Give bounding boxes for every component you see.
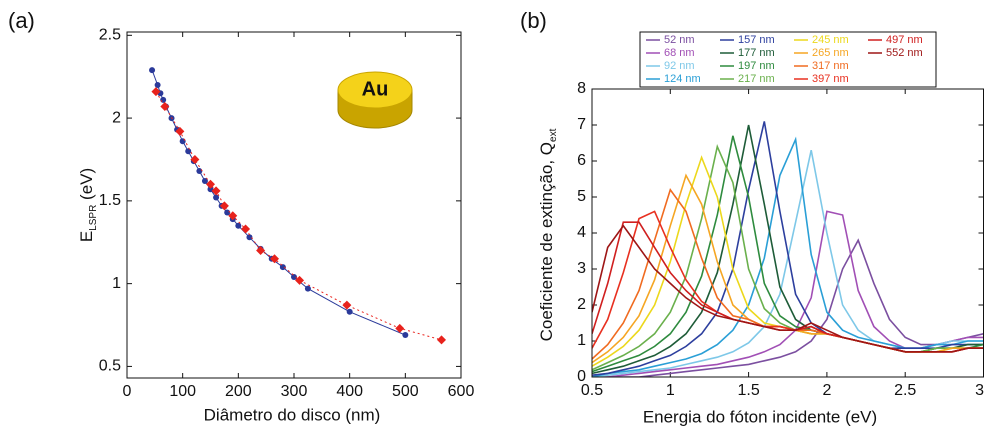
- point: [190, 154, 200, 164]
- legend-label: 157 nm: [738, 34, 775, 46]
- x-tick-label: 400: [336, 383, 363, 400]
- legend-label: 552 nm: [886, 47, 923, 59]
- point: [196, 168, 203, 175]
- y-tick-label: 1: [112, 275, 121, 292]
- point: [228, 211, 238, 221]
- x-tick-label: 200: [225, 383, 252, 400]
- y-tick-label: 6: [577, 152, 586, 169]
- point: [346, 308, 353, 315]
- y-tick-label: 2.5: [99, 27, 121, 44]
- point: [246, 234, 253, 241]
- y-axis-title-part: ext: [548, 128, 559, 142]
- y-tick-label: 1: [577, 332, 586, 349]
- point: [279, 264, 286, 271]
- y-axis-title-part: Coeficiente de extinção, Q: [537, 142, 556, 341]
- annotation: Au: [362, 78, 389, 100]
- series-line: [592, 173, 984, 364]
- x-axis-title: Diâmetro do disco (nm): [204, 405, 381, 424]
- legend-box: [639, 31, 937, 88]
- point: [219, 201, 229, 211]
- point: [342, 300, 352, 310]
- y-tick-label: 2: [112, 109, 121, 126]
- legend-label: 397 nm: [812, 73, 849, 85]
- plot-frame: [591, 88, 984, 378]
- y-axis-title-part: E: [77, 231, 96, 242]
- point: [206, 179, 215, 189]
- y-axis-title-part: LSPR: [88, 205, 99, 231]
- point: [179, 138, 186, 145]
- x-tick-label: 2: [822, 382, 831, 399]
- x-tick-label: 1: [666, 382, 675, 399]
- y-tick-label: 0.5: [99, 358, 121, 375]
- x-tick-label: 0.5: [581, 382, 603, 399]
- legend-label: 92 nm: [664, 60, 695, 72]
- x-tick-label: 2.5: [894, 382, 916, 399]
- x-tick-label: 1.5: [737, 382, 759, 399]
- point: [437, 335, 447, 345]
- point: [201, 177, 208, 184]
- legend-label: 245 nm: [812, 34, 849, 46]
- x-tick-label: 100: [169, 383, 196, 400]
- point: [149, 67, 156, 74]
- y-axis-title: Coeficiente de extinção, Qext: [537, 128, 558, 341]
- legend-label: 197 nm: [738, 60, 775, 72]
- panel-label: (a): [8, 8, 35, 33]
- point: [151, 87, 161, 97]
- y-tick-label: 4: [577, 224, 586, 241]
- point: [270, 254, 280, 264]
- panel-label: (b): [520, 8, 547, 33]
- point: [256, 246, 266, 256]
- x-tick-label: 600: [448, 383, 475, 400]
- y-tick-label: 8: [577, 80, 586, 97]
- legend-label: 68 nm: [664, 47, 695, 59]
- point: [185, 148, 192, 155]
- x-tick-label: 3: [975, 382, 984, 399]
- point: [224, 209, 231, 216]
- y-tick-label: 2: [577, 296, 586, 313]
- series-line: [592, 121, 984, 376]
- legend-label: 317 nm: [812, 60, 849, 72]
- x-tick-label: 500: [392, 383, 419, 400]
- point: [235, 222, 242, 229]
- point: [291, 274, 297, 281]
- point: [241, 224, 251, 234]
- point: [175, 126, 185, 136]
- plot-area: [592, 121, 984, 377]
- au-disc-icon: [337, 71, 413, 129]
- y-axis-title-part: (eV): [77, 168, 96, 205]
- x-tick-label: 0: [123, 383, 132, 400]
- legend-label: 177 nm: [738, 47, 775, 59]
- y-tick-label: 3: [577, 260, 586, 277]
- legend-label: 265 nm: [812, 47, 849, 59]
- plot-frame: [126, 31, 462, 379]
- point: [304, 285, 311, 292]
- point: [160, 96, 167, 103]
- legend-label: 497 nm: [886, 34, 923, 46]
- plot-area: [149, 67, 447, 345]
- legend-label: 52 nm: [664, 34, 695, 46]
- point: [160, 101, 170, 111]
- y-tick-label: 5: [577, 188, 586, 205]
- point: [402, 331, 409, 338]
- point: [211, 186, 221, 196]
- point: [295, 275, 305, 285]
- x-tick-label: 300: [281, 383, 308, 400]
- legend-label: 217 nm: [738, 73, 775, 85]
- series-line: [592, 188, 984, 360]
- y-axis-title: ELSPR (eV): [77, 168, 98, 242]
- y-tick-label: 1.5: [99, 192, 121, 209]
- legend-label: 124 nm: [664, 73, 701, 85]
- series-line: [592, 238, 984, 377]
- point: [395, 323, 405, 333]
- point: [154, 81, 161, 88]
- x-axis-title: Energia do fóton incidente (eV): [643, 407, 877, 426]
- series-line: [155, 91, 442, 341]
- series-line: [592, 224, 984, 353]
- y-tick-label: 7: [577, 116, 586, 133]
- point: [213, 194, 220, 201]
- y-tick-label: 0: [577, 368, 586, 385]
